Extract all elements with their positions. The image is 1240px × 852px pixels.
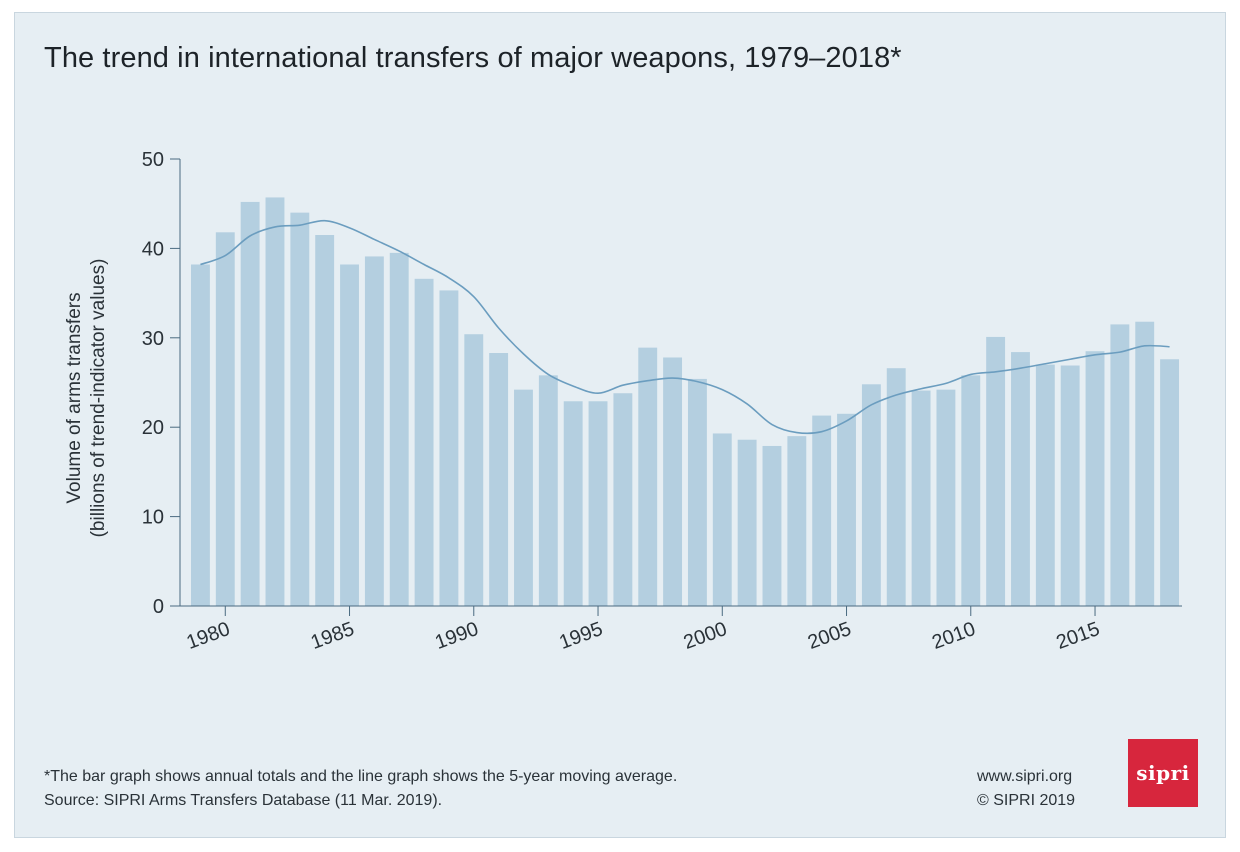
x-tick-label: 2000: [681, 618, 730, 654]
x-ticks: 1980 1985 1990 1995 2000 2005 2010 2015: [184, 606, 1103, 654]
website-link[interactable]: www.sipri.org: [977, 768, 1073, 785]
y-tick-label: 40: [142, 238, 164, 260]
bar-1982: [265, 197, 285, 606]
bar-1994: [563, 401, 583, 606]
copyright: © SIPRI 2019: [977, 792, 1076, 809]
y-ticks: 0 10 20 30 40 50: [142, 149, 180, 618]
bar-1993: [538, 375, 558, 606]
bar-2007: [886, 368, 906, 606]
bar-1996: [613, 393, 633, 606]
x-tick-label: 1985: [308, 618, 357, 654]
bar-2005: [837, 413, 856, 606]
bar-1999: [687, 378, 707, 606]
bar-2018: [1160, 359, 1180, 606]
x-tick-label: 1980: [184, 618, 233, 654]
footnote: *The bar graph shows annual totals and t…: [44, 765, 677, 813]
bar-2011: [986, 336, 1006, 606]
bar-2006: [861, 384, 881, 606]
bar-2000: [712, 433, 732, 606]
bar-2015: [1085, 351, 1105, 606]
x-tick-label: 2005: [805, 618, 854, 654]
y-tick-label: 50: [142, 149, 164, 171]
bar-1981: [240, 201, 260, 606]
x-tick-label: 1990: [432, 618, 481, 654]
y-axis-sublabel: (billions of trend-indicator values): [88, 259, 109, 538]
moving-average-line: [200, 219, 1170, 435]
sipri-logo: sipri: [1128, 739, 1198, 807]
credit: www.sipri.org © SIPRI 2019: [977, 765, 1075, 813]
bar-1980: [215, 232, 235, 606]
bar-2014: [1060, 365, 1080, 606]
bar-1995: [588, 401, 608, 606]
bar-1997: [638, 347, 658, 606]
x-tick-label: 1995: [556, 618, 605, 654]
bar-2003: [787, 436, 807, 606]
bar-2013: [1035, 364, 1055, 606]
x-tick-label: 2010: [929, 618, 978, 654]
y-tick-label: 30: [142, 328, 164, 350]
bar-1991: [489, 353, 509, 606]
footnote-source: Source: SIPRI Arms Transfers Database (1…: [44, 792, 443, 809]
bar-2008: [911, 390, 931, 606]
y-tick-label: 10: [142, 507, 164, 529]
bar-1988: [414, 278, 434, 606]
bar-2012: [1011, 352, 1030, 606]
chart-title: The trend in international transfers of …: [44, 42, 902, 74]
bar-1983: [290, 212, 310, 606]
bar-2017: [1135, 321, 1155, 606]
bar-1979: [190, 264, 210, 606]
bar-series: [190, 197, 1180, 607]
y-tick-label: 0: [153, 596, 164, 618]
bar-1985: [340, 264, 359, 606]
x-tick-label: 2015: [1053, 618, 1102, 654]
bar-1989: [439, 290, 459, 606]
footnote-note: *The bar graph shows annual totals and t…: [44, 768, 678, 785]
bar-1984: [315, 234, 335, 607]
bar-2016: [1110, 324, 1130, 606]
bar-2010: [961, 375, 981, 606]
bar-1986: [364, 256, 384, 606]
y-axis-label: Volume of arms transfers: [64, 292, 85, 503]
bar-1990: [464, 334, 484, 606]
bar-2004: [812, 415, 832, 606]
bar-1992: [514, 389, 533, 606]
bar-2001: [737, 439, 757, 606]
bar-2002: [762, 445, 782, 606]
y-tick-label: 20: [142, 417, 164, 439]
bar-2009: [936, 389, 956, 606]
bar-1987: [389, 252, 409, 606]
logo-text: sipri: [1136, 761, 1190, 785]
bar-1998: [663, 357, 683, 606]
